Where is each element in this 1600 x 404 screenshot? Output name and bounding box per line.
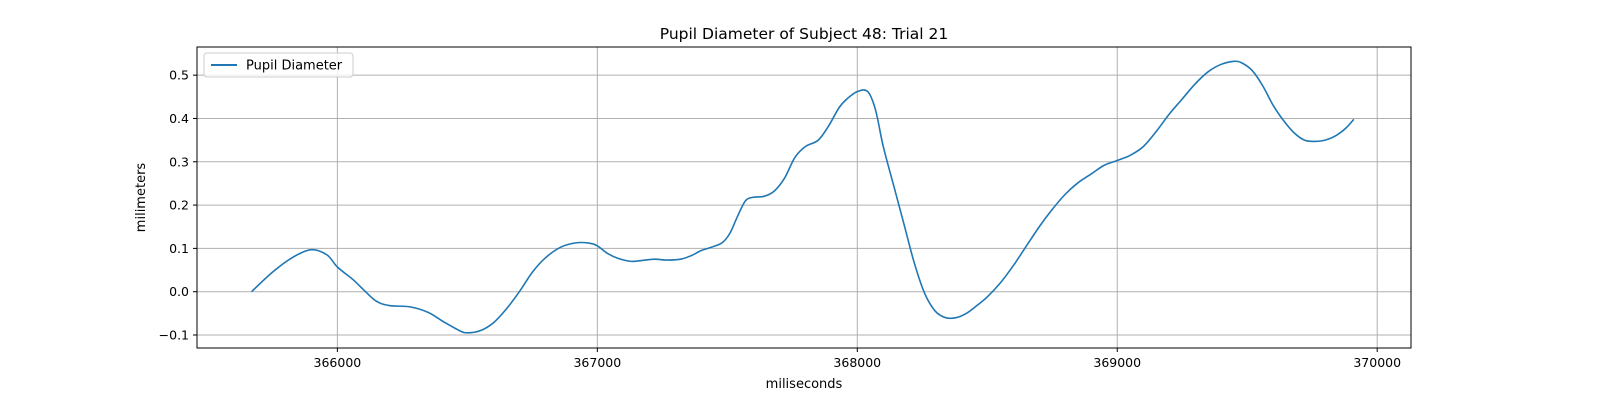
y-tick-label: 0.5	[169, 68, 189, 83]
ticks: 366000 367000 368000 369000 370000 −0.1 0.0 0.1…	[159, 68, 1401, 370]
x-axis-label: miliseconds	[766, 377, 843, 392]
y-tick-label: 0.2	[169, 198, 189, 213]
chart-title: Pupil Diameter of Subject 48: Trial 21	[660, 25, 949, 43]
legend: Pupil Diameter	[203, 52, 354, 78]
x-tick-label: 366000	[314, 355, 362, 370]
series-layer	[251, 60, 1355, 334]
y-tick-label: 0.4	[169, 111, 189, 126]
y-tick-label: −0.1	[159, 328, 189, 343]
legend-label-pupil-diameter: Pupil Diameter	[246, 59, 343, 74]
x-tick-label: 368000	[833, 355, 881, 370]
grid	[197, 47, 1411, 348]
y-axis-label: milimeters	[134, 163, 149, 233]
y-tick-label: 0.1	[169, 241, 189, 256]
y-tick-label: 0.0	[169, 284, 189, 299]
series-line-pupil-diameter	[251, 60, 1355, 334]
x-tick-label: 370000	[1353, 355, 1401, 370]
axes-frame	[196, 46, 1412, 349]
y-tick-label: 0.3	[169, 154, 189, 169]
legend-box	[203, 52, 354, 78]
x-tick-label: 369000	[1093, 355, 1141, 370]
x-tick-label: 367000	[573, 355, 621, 370]
